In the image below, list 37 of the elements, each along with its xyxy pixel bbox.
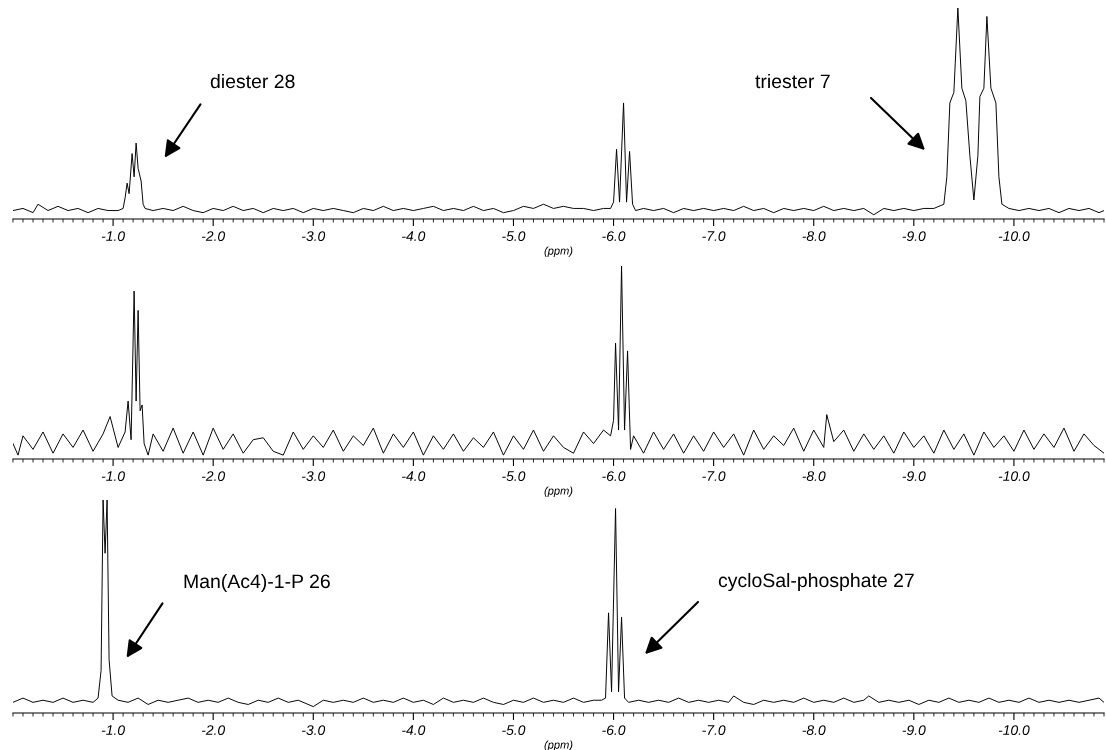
x-tick-label: -2.0 (201, 725, 226, 736)
annotation: triester 7 (755, 73, 830, 89)
x-tick-label: -9.0 (902, 471, 926, 482)
x-tick-label: -4.0 (402, 725, 426, 736)
x-tick-label: -1.0 (101, 725, 125, 736)
x-tick-label: -3.0 (302, 231, 326, 242)
x-tick-label: -2.0 (201, 471, 226, 482)
x-tick-label: -7.0 (702, 725, 726, 736)
x-axis-title: (ppm) (544, 246, 573, 257)
x-tick-label: -5.0 (502, 471, 526, 482)
x-axis-title: (ppm) (544, 740, 573, 750)
x-axis-title: (ppm) (544, 486, 573, 497)
x-tick-label: -5.0 (502, 231, 526, 242)
annotation: diester 28 (210, 73, 295, 89)
x-tick-label: -3.0 (302, 471, 326, 482)
x-tick-label: -2.0 (201, 231, 226, 242)
x-tick-label: -10.0 (998, 725, 1030, 736)
x-tick-label: -1.0 (101, 471, 125, 482)
x-tick-label: -8.0 (802, 471, 826, 482)
x-tick-label: -3.0 (302, 725, 326, 736)
x-tick-label: -8.0 (802, 231, 826, 242)
x-tick-label: -6.0 (602, 725, 626, 736)
x-tick-label: -8.0 (802, 725, 826, 736)
x-tick-label: -9.0 (902, 231, 926, 242)
x-tick-label: -7.0 (702, 471, 726, 482)
x-tick-label: -1.0 (101, 231, 125, 242)
x-tick-label: -10.0 (998, 231, 1030, 242)
x-tick-label: -7.0 (702, 231, 726, 242)
x-tick-label: -5.0 (502, 725, 526, 736)
x-tick-label: -6.0 (602, 231, 626, 242)
annotation: cycloSal-phosphate 27 (718, 572, 914, 592)
x-tick-label: -4.0 (402, 231, 426, 242)
x-tick-label: -10.0 (998, 471, 1030, 482)
annotation: Man(Ac4)-1-P 26 (184, 573, 330, 593)
x-tick-label: -9.0 (902, 725, 926, 736)
x-tick-label: -4.0 (402, 471, 426, 482)
x-tick-label: -6.0 (602, 471, 626, 482)
